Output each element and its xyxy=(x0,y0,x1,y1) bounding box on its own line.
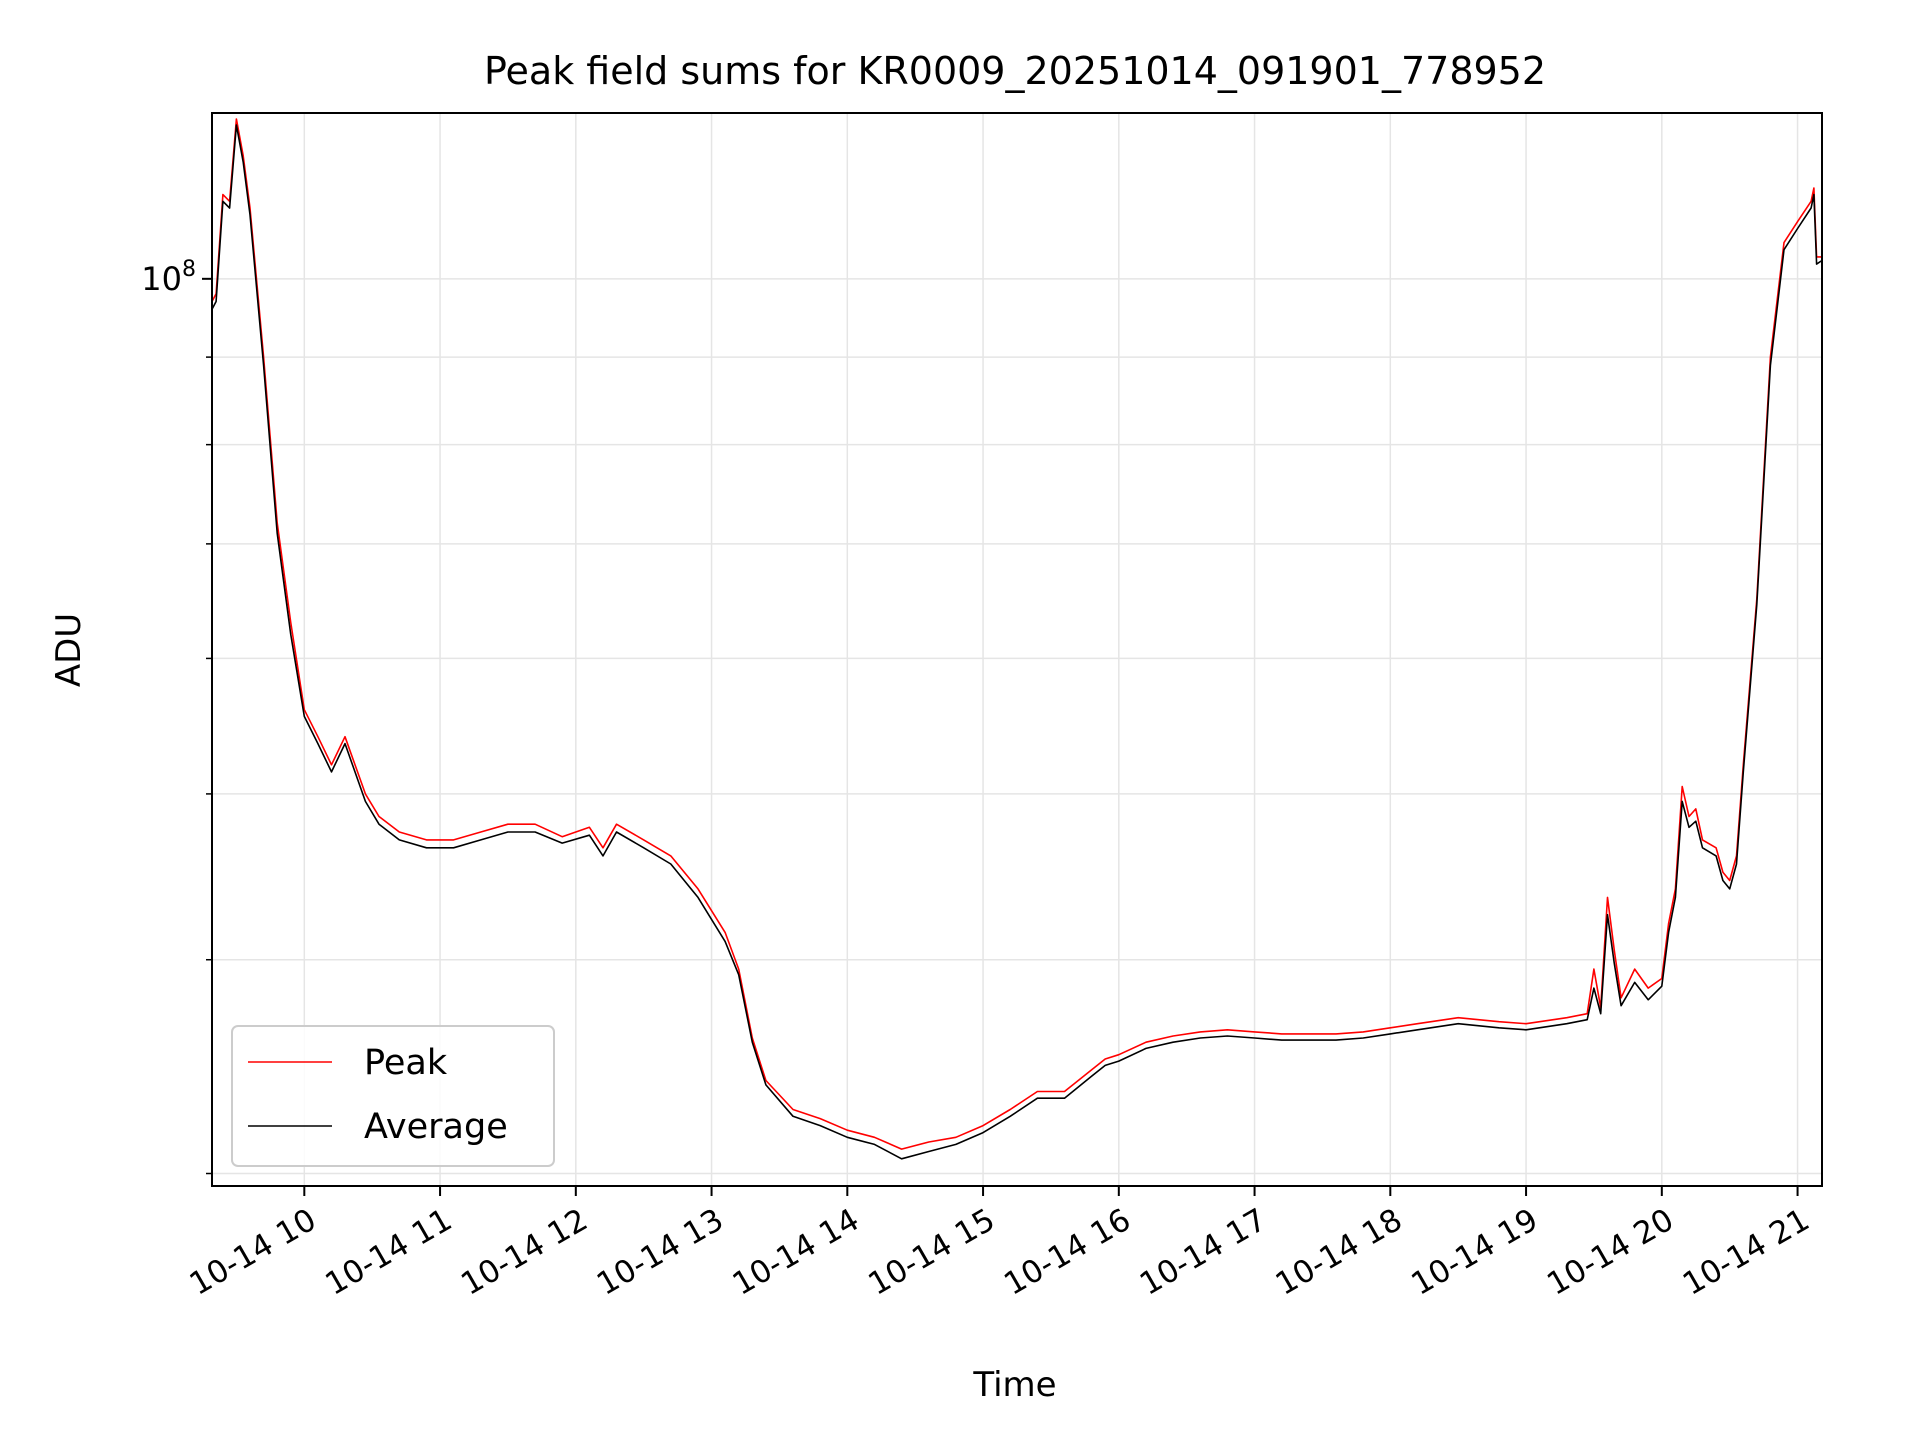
plot-frame xyxy=(211,112,1823,1187)
legend-box xyxy=(231,1025,555,1167)
series-line-average xyxy=(211,124,1823,1160)
x-axis-label: Time xyxy=(972,1365,1056,1405)
chart-title: Peak field sums for KR0009_20251014_0919… xyxy=(484,49,1546,93)
y-axis: 108 xyxy=(141,257,212,1175)
y-tick-label: 108 xyxy=(141,257,196,298)
grid xyxy=(212,113,1822,1186)
series-layer xyxy=(211,118,1823,1160)
legend-label-average: Average xyxy=(364,1107,508,1147)
y-axis-label: ADU xyxy=(49,613,89,687)
legend-label-peak: Peak xyxy=(364,1043,448,1083)
legend: Peak Average xyxy=(231,1025,555,1167)
series-line-peak xyxy=(211,118,1822,1150)
